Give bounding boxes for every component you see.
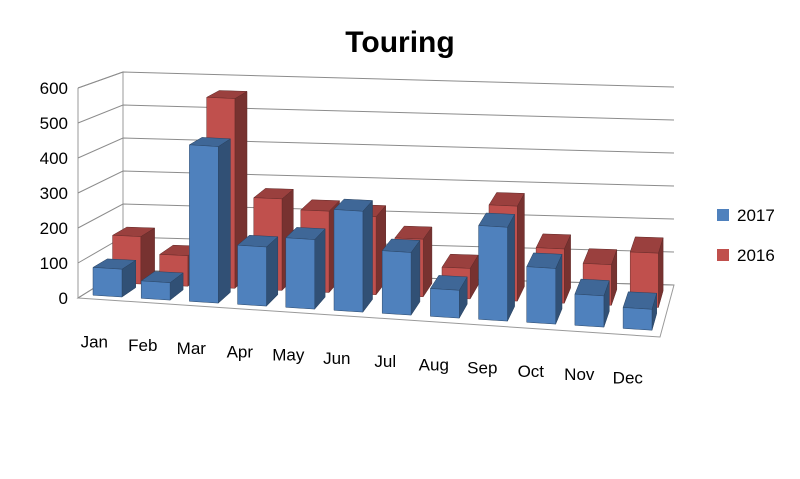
bar	[333, 198, 374, 313]
gridline	[77, 137, 675, 159]
x-tick-label: Nov	[564, 365, 595, 384]
y-axis-ticks: 0 100 200 300 400 500 600	[40, 79, 68, 308]
legend-swatch	[717, 209, 729, 221]
x-tick-label: Apr	[227, 342, 254, 361]
bar	[236, 235, 279, 307]
bar	[526, 252, 563, 325]
bar-top	[629, 236, 664, 254]
x-tick-label: Jun	[323, 349, 350, 368]
x-tick-label: May	[272, 346, 305, 365]
bar-front	[622, 307, 653, 331]
plot-bars	[92, 90, 664, 331]
x-tick-label: Sep	[467, 359, 497, 378]
legend-item: 2016	[717, 246, 775, 265]
bar	[285, 227, 326, 310]
bar	[188, 137, 232, 304]
y-tick-label: 100	[40, 254, 68, 273]
bar-front	[140, 280, 171, 301]
bar-front	[430, 288, 460, 319]
bar	[92, 258, 137, 298]
x-tick-label: Aug	[419, 355, 449, 374]
bar-side	[362, 199, 373, 313]
y-tick-label: 300	[40, 184, 68, 203]
bar	[574, 278, 610, 328]
bar	[622, 291, 658, 331]
bar-front	[526, 266, 556, 325]
legend-label: 2016	[737, 246, 775, 265]
y-tick-label: 600	[40, 79, 68, 98]
x-tick-label: Dec	[613, 368, 644, 387]
gridline	[77, 170, 675, 194]
bar-top	[622, 291, 658, 310]
bar-front	[381, 250, 412, 316]
x-tick-label: Feb	[128, 336, 157, 355]
bar-side	[517, 192, 525, 302]
y-tick-label: 0	[59, 289, 68, 308]
x-axis-ticks: Jan Feb Mar Apr May Jun Jul Aug Sep Oct Nov Dec	[81, 333, 644, 388]
bar-front	[574, 293, 605, 328]
x-tick-label: Jan	[81, 333, 108, 352]
legend: 2017 2016	[717, 206, 775, 265]
bar-top	[574, 278, 610, 297]
legend-item: 2017	[717, 206, 775, 225]
y-tick-label: 500	[40, 114, 68, 133]
bar-side	[218, 138, 231, 304]
gridline	[77, 104, 675, 124]
y-tick-label: 400	[40, 149, 68, 168]
bar	[478, 212, 516, 322]
x-tick-label: Jul	[374, 352, 396, 371]
bar-top	[535, 233, 571, 250]
bar-side	[410, 239, 421, 316]
bar	[140, 271, 184, 301]
gridline	[77, 71, 675, 89]
bar-top	[526, 252, 563, 269]
bar-front	[478, 225, 508, 322]
x-tick-label: Oct	[518, 362, 545, 381]
x-tick-label: Mar	[177, 339, 207, 358]
legend-swatch	[717, 249, 729, 261]
bar-top	[582, 248, 618, 265]
bar-front	[285, 237, 315, 310]
bar-front	[237, 244, 267, 307]
y-tick-label: 200	[40, 219, 68, 238]
chart-title: Touring	[345, 26, 454, 59]
bar-side	[507, 214, 515, 322]
bar-front	[189, 144, 219, 304]
bar-front	[92, 267, 123, 298]
bar-side	[314, 228, 326, 310]
bar	[429, 275, 468, 320]
bar	[381, 238, 421, 316]
bar-side	[266, 236, 279, 307]
bar-front	[333, 209, 364, 313]
legend-label: 2017	[737, 206, 775, 225]
